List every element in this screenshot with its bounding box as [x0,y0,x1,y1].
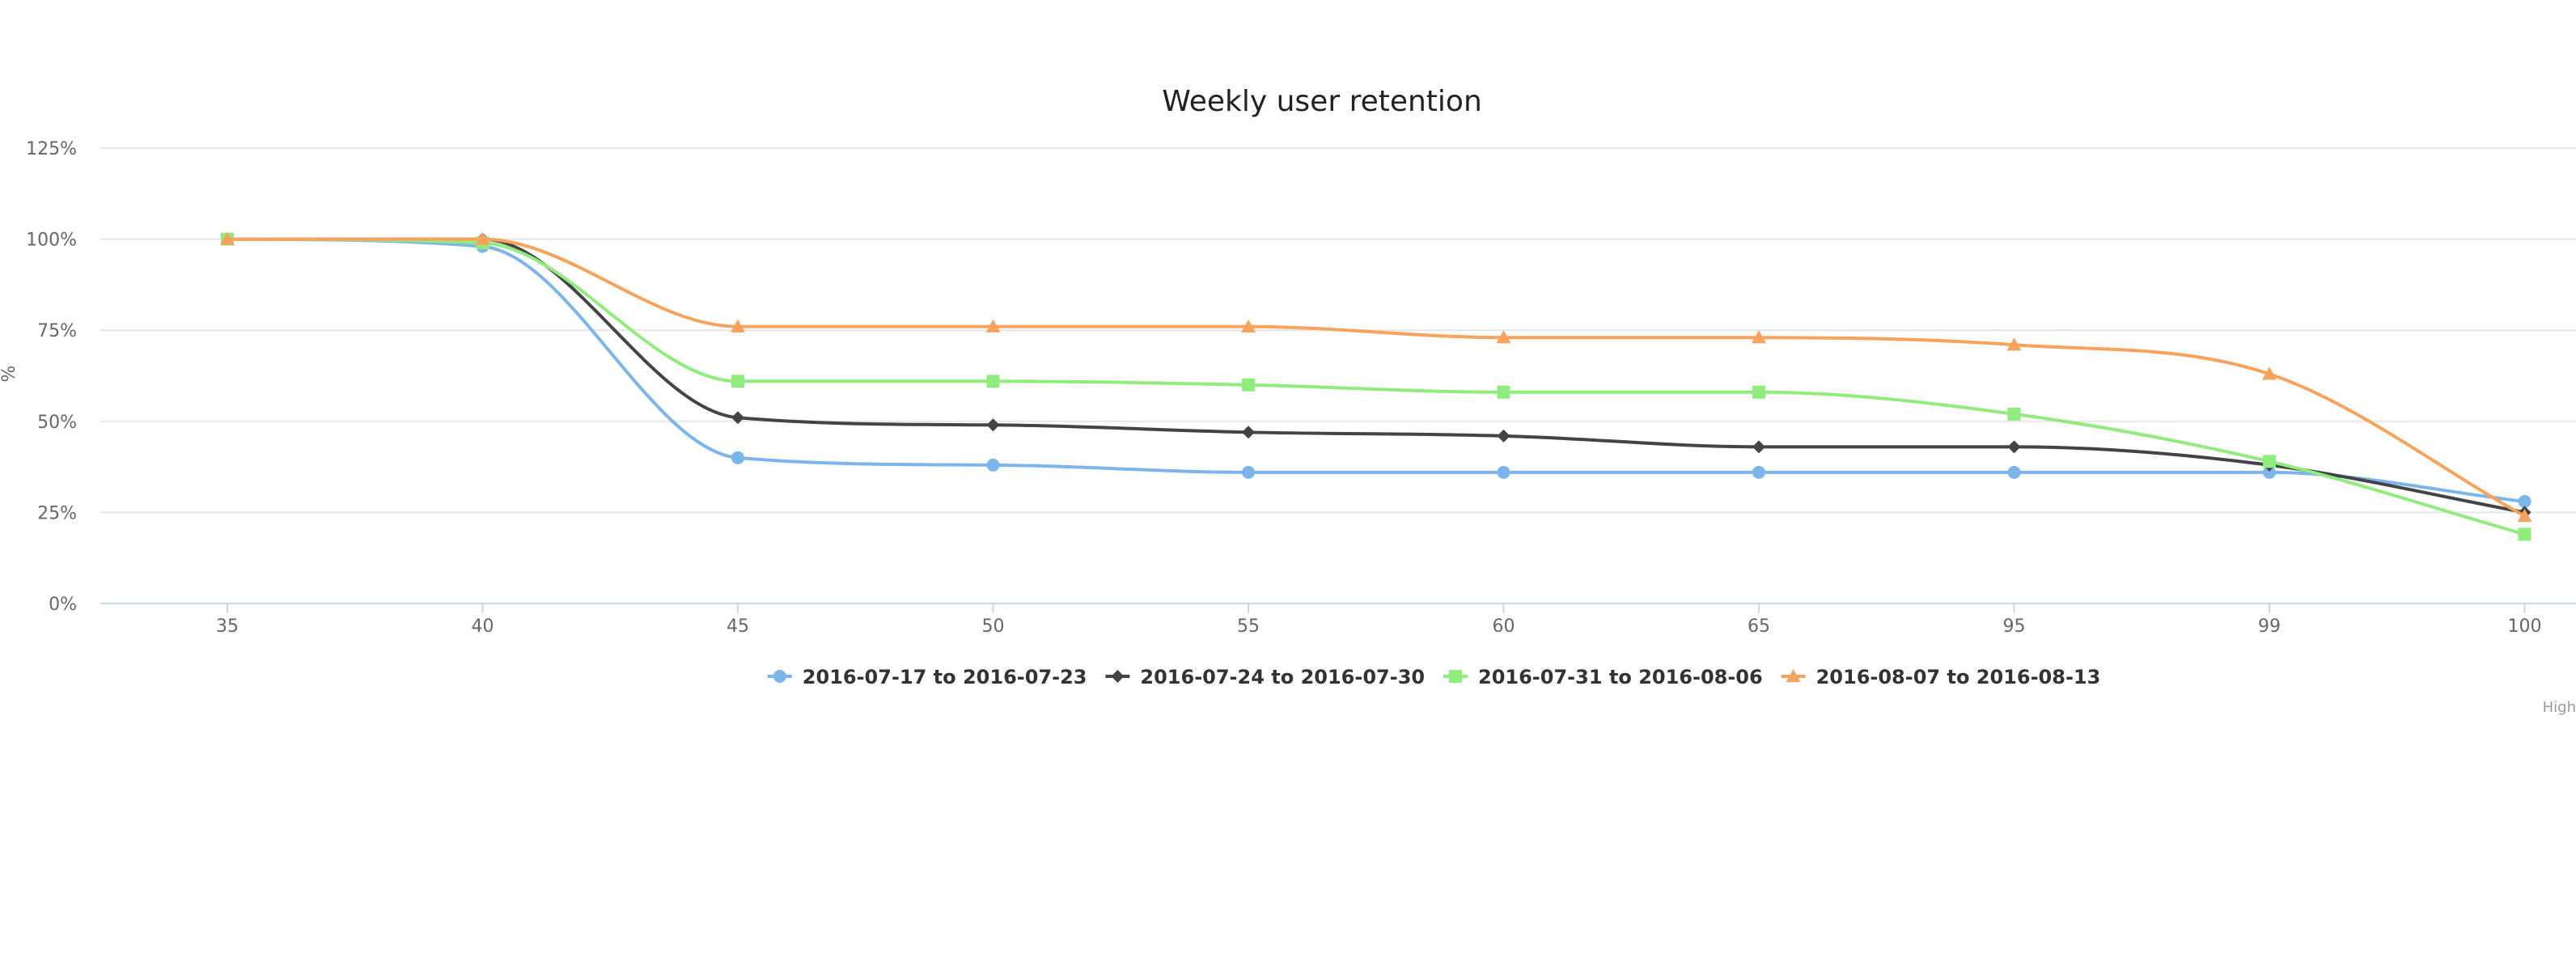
series-2[interactable] [221,232,2532,519]
data-point-marker[interactable] [985,319,1001,332]
chart-title: Weekly user retention [1162,85,1482,118]
data-point-marker[interactable] [1752,465,1765,479]
data-point-marker[interactable] [475,231,490,245]
x-tick-label: 35 [216,616,239,637]
y-tick-label: 75% [37,321,77,341]
legend-item[interactable]: 2016-07-31 to 2016-08-06 [1443,666,1763,688]
x-tick-label: 40 [472,616,494,637]
x-tick-label: 50 [982,616,1005,637]
data-point-marker[interactable] [1496,330,1511,344]
data-point-marker[interactable] [2007,465,2021,479]
legend[interactable]: 2016-07-17 to 2016-07-23 2016-07-24 to 20… [767,666,2101,688]
data-point-marker[interactable] [1497,465,1510,479]
data-point-marker[interactable] [1242,378,1255,392]
series-layer [220,231,2532,541]
legend-label[interactable]: 2016-07-31 to 2016-08-06 [1478,666,1763,688]
data-point-marker[interactable] [220,231,235,245]
data-point-marker[interactable] [1752,440,1765,454]
data-point-marker[interactable] [2517,508,2532,523]
series-line[interactable] [226,237,2527,536]
series-4[interactable] [220,231,2532,523]
data-point-marker[interactable] [731,319,745,332]
series-line[interactable] [226,237,2527,515]
y-axis-ticks: 0% 25% 50% 75% 100% 125% [26,139,77,615]
data-point-marker[interactable] [1242,465,1255,479]
data-point-marker[interactable] [1497,429,1510,443]
y-tick-label: 50% [37,413,77,433]
data-point-marker[interactable] [731,451,744,464]
x-tick-label: 55 [1237,616,1260,637]
x-tick-label: 95 [2003,616,2026,637]
y-tick-label: 0% [49,595,77,615]
legend-label[interactable]: 2016-07-17 to 2016-07-23 [803,666,1087,688]
series-1[interactable] [221,232,2532,508]
data-point-marker[interactable] [2518,527,2532,541]
data-point-marker[interactable] [1242,426,1255,439]
data-point-marker[interactable] [1497,385,1510,399]
legend-marker[interactable] [1786,669,1801,683]
data-point-marker[interactable] [986,458,1000,472]
legend-marker[interactable] [1111,670,1125,683]
data-point-marker[interactable] [986,375,1000,388]
data-point-marker[interactable] [731,411,744,425]
data-point-marker[interactable] [1241,319,1256,332]
legend-label[interactable]: 2016-07-24 to 2016-07-30 [1140,666,1425,688]
x-tick-label: 65 [1748,616,1770,637]
data-point-marker[interactable] [2007,407,2021,421]
data-point-marker[interactable] [2007,440,2021,454]
y-tick-label: 25% [37,503,77,523]
x-tick-label: 99 [2258,616,2281,637]
x-tick-label: 100 [2508,616,2542,637]
y-tick-label: 125% [26,139,77,159]
x-axis-ticks: 35 40 45 50 55 60 65 95 99 100 [216,604,2542,637]
data-point-marker[interactable] [2262,366,2277,380]
data-point-marker[interactable] [1752,330,1766,344]
data-point-marker[interactable] [986,418,1000,432]
legend-item[interactable]: 2016-08-07 to 2016-08-13 [1781,666,2101,688]
data-point-marker[interactable] [2006,337,2022,351]
legend-label[interactable]: 2016-08-07 to 2016-08-13 [1816,666,2101,688]
data-point-marker[interactable] [2263,455,2276,468]
x-tick-label: 45 [727,616,749,637]
data-point-marker[interactable] [1752,385,1765,399]
legend-item[interactable]: 2016-07-17 to 2016-07-23 [767,666,1087,688]
y-axis-label: % [0,366,19,383]
grid-lines [100,147,2576,604]
data-point-marker[interactable] [2518,494,2532,508]
series-line[interactable] [226,237,2527,503]
data-point-marker[interactable] [2263,465,2276,479]
legend-marker[interactable] [773,670,786,683]
legend-item[interactable]: 2016-07-24 to 2016-07-30 [1105,666,1425,688]
legend-marker[interactable] [1449,670,1462,683]
series-3[interactable] [221,232,2532,541]
x-tick-label: 60 [1493,616,1515,637]
y-tick-label: 100% [26,231,77,251]
credits-text[interactable]: High [2543,699,2576,716]
data-point-marker[interactable] [731,375,744,388]
series-line[interactable] [226,237,2527,518]
